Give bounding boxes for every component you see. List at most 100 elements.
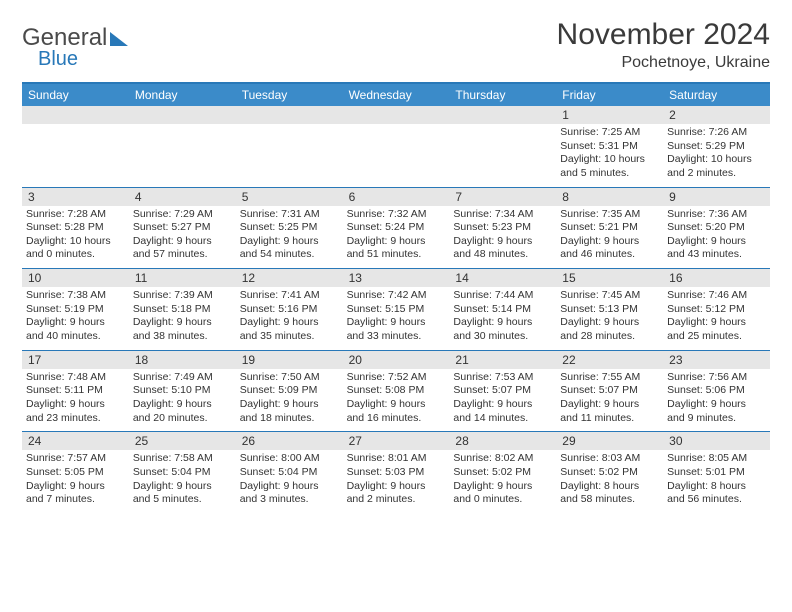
day-cell: Sunrise: 7:53 AMSunset: 5:07 PMDaylight:… [449,369,556,432]
weekday-saturday: Saturday [663,84,770,106]
sunrise-text: Sunrise: 7:42 AM [347,289,446,303]
day-number: 5 [236,188,343,206]
daylight-text: Daylight: 9 hours and 46 minutes. [560,235,659,262]
sunset-text: Sunset: 5:07 PM [453,384,552,398]
sunrise-text: Sunrise: 7:34 AM [453,208,552,222]
sunrise-text: Sunrise: 7:41 AM [240,289,339,303]
day-cell: Sunrise: 7:28 AMSunset: 5:28 PMDaylight:… [22,206,129,269]
daynum-row: 24252627282930 [22,431,770,450]
daylight-text: Daylight: 9 hours and 5 minutes. [133,480,232,507]
day-cell: Sunrise: 7:48 AMSunset: 5:11 PMDaylight:… [22,369,129,432]
daylight-text: Daylight: 10 hours and 0 minutes. [26,235,125,262]
sunset-text: Sunset: 5:18 PM [133,303,232,317]
sunrise-text: Sunrise: 7:44 AM [453,289,552,303]
daylight-text: Daylight: 9 hours and 20 minutes. [133,398,232,425]
sunset-text: Sunset: 5:21 PM [560,221,659,235]
day-cell: Sunrise: 7:50 AMSunset: 5:09 PMDaylight:… [236,369,343,432]
day-cell: Sunrise: 8:03 AMSunset: 5:02 PMDaylight:… [556,450,663,513]
header: General Blue November 2024 Pochetnoye, U… [22,18,770,72]
day-number: 26 [236,432,343,450]
day-number: 20 [343,351,450,369]
daylight-text: Daylight: 9 hours and 40 minutes. [26,316,125,343]
day-number: 17 [22,351,129,369]
day-cell [449,124,556,187]
day-cell: Sunrise: 7:58 AMSunset: 5:04 PMDaylight:… [129,450,236,513]
sunset-text: Sunset: 5:19 PM [26,303,125,317]
daynum-row: 10111213141516 [22,268,770,287]
day-cell: Sunrise: 7:35 AMSunset: 5:21 PMDaylight:… [556,206,663,269]
sunset-text: Sunset: 5:20 PM [667,221,766,235]
sunset-text: Sunset: 5:03 PM [347,466,446,480]
day-cell: Sunrise: 7:29 AMSunset: 5:27 PMDaylight:… [129,206,236,269]
sunrise-text: Sunrise: 8:02 AM [453,452,552,466]
daylight-text: Daylight: 9 hours and 25 minutes. [667,316,766,343]
weekday-sunday: Sunday [22,84,129,106]
day-cell: Sunrise: 7:34 AMSunset: 5:23 PMDaylight:… [449,206,556,269]
sunset-text: Sunset: 5:12 PM [667,303,766,317]
daynum-row: 3456789 [22,187,770,206]
sunrise-text: Sunrise: 7:50 AM [240,371,339,385]
day-number: 8 [556,188,663,206]
sunset-text: Sunset: 5:10 PM [133,384,232,398]
sunrise-text: Sunrise: 7:35 AM [560,208,659,222]
daylight-text: Daylight: 9 hours and 38 minutes. [133,316,232,343]
sunrise-text: Sunrise: 7:52 AM [347,371,446,385]
daylight-text: Daylight: 9 hours and 28 minutes. [560,316,659,343]
day-number: 24 [22,432,129,450]
daynum-row: 12 [22,106,770,124]
daylight-text: Daylight: 9 hours and 9 minutes. [667,398,766,425]
day-number: 29 [556,432,663,450]
sunset-text: Sunset: 5:06 PM [667,384,766,398]
day-number: 3 [22,188,129,206]
day-cell: Sunrise: 7:57 AMSunset: 5:05 PMDaylight:… [22,450,129,513]
daylight-text: Daylight: 10 hours and 5 minutes. [560,153,659,180]
day-number: 18 [129,351,236,369]
sunset-text: Sunset: 5:24 PM [347,221,446,235]
day-cell: Sunrise: 7:26 AMSunset: 5:29 PMDaylight:… [663,124,770,187]
sunset-text: Sunset: 5:04 PM [133,466,232,480]
day-number: 12 [236,269,343,287]
day-number: 30 [663,432,770,450]
sunset-text: Sunset: 5:08 PM [347,384,446,398]
day-cell [343,124,450,187]
day-number: 23 [663,351,770,369]
day-cell: Sunrise: 7:56 AMSunset: 5:06 PMDaylight:… [663,369,770,432]
calendar: SundayMondayTuesdayWednesdayThursdayFrid… [22,82,770,513]
sunset-text: Sunset: 5:23 PM [453,221,552,235]
sunrise-text: Sunrise: 8:01 AM [347,452,446,466]
sunrise-text: Sunrise: 8:03 AM [560,452,659,466]
daylight-text: Daylight: 9 hours and 54 minutes. [240,235,339,262]
day-number: 27 [343,432,450,450]
day-number: 13 [343,269,450,287]
daylight-text: Daylight: 9 hours and 3 minutes. [240,480,339,507]
sunrise-text: Sunrise: 7:58 AM [133,452,232,466]
daylight-text: Daylight: 9 hours and 11 minutes. [560,398,659,425]
sunset-text: Sunset: 5:31 PM [560,140,659,154]
daylight-text: Daylight: 9 hours and 33 minutes. [347,316,446,343]
day-cell: Sunrise: 8:00 AMSunset: 5:04 PMDaylight:… [236,450,343,513]
day-cell: Sunrise: 8:01 AMSunset: 5:03 PMDaylight:… [343,450,450,513]
weekday-friday: Friday [556,84,663,106]
sunset-text: Sunset: 5:07 PM [560,384,659,398]
title-block: November 2024 Pochetnoye, Ukraine [557,18,770,72]
sunset-text: Sunset: 5:02 PM [453,466,552,480]
day-number: 11 [129,269,236,287]
sunrise-text: Sunrise: 7:28 AM [26,208,125,222]
daylight-text: Daylight: 9 hours and 16 minutes. [347,398,446,425]
day-cell: Sunrise: 7:49 AMSunset: 5:10 PMDaylight:… [129,369,236,432]
day-number: 1 [556,106,663,124]
day-cell: Sunrise: 7:36 AMSunset: 5:20 PMDaylight:… [663,206,770,269]
sunrise-text: Sunrise: 7:53 AM [453,371,552,385]
daylight-text: Daylight: 9 hours and 0 minutes. [453,480,552,507]
week-row: Sunrise: 7:25 AMSunset: 5:31 PMDaylight:… [22,124,770,187]
daylight-text: Daylight: 9 hours and 30 minutes. [453,316,552,343]
day-number: 7 [449,188,556,206]
day-number: 4 [129,188,236,206]
sunrise-text: Sunrise: 7:39 AM [133,289,232,303]
sunrise-text: Sunrise: 7:26 AM [667,126,766,140]
day-number [449,106,556,124]
logo-triangle-icon [110,32,128,46]
sunset-text: Sunset: 5:27 PM [133,221,232,235]
daylight-text: Daylight: 9 hours and 18 minutes. [240,398,339,425]
daynum-row: 17181920212223 [22,350,770,369]
